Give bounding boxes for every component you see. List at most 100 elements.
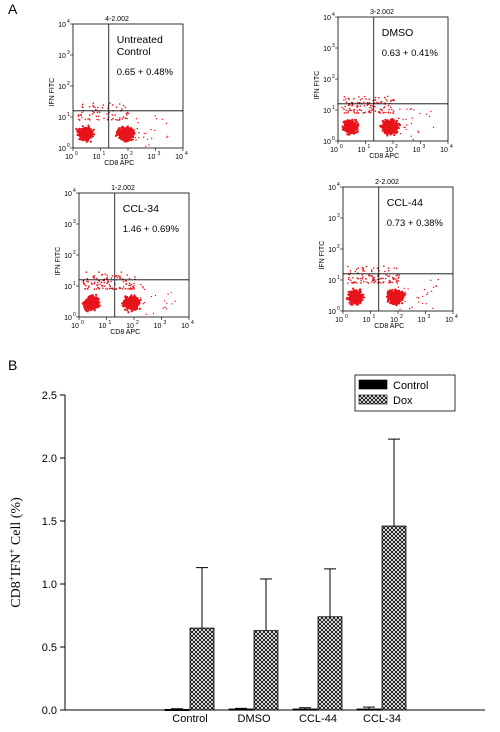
event-dot bbox=[97, 112, 99, 114]
event-dot bbox=[361, 110, 363, 112]
y-tick-exponent: 2 bbox=[332, 74, 335, 80]
event-dot bbox=[114, 114, 116, 116]
event-dot bbox=[401, 297, 403, 299]
event-dot bbox=[107, 119, 109, 121]
event-dot bbox=[359, 102, 361, 104]
event-dot bbox=[153, 313, 154, 314]
event-dot bbox=[81, 133, 83, 135]
event-dot bbox=[115, 119, 117, 121]
event-dot bbox=[347, 110, 349, 112]
event-dot bbox=[406, 124, 407, 125]
event-dot bbox=[375, 110, 377, 112]
event-dot bbox=[388, 112, 390, 114]
event-dot bbox=[119, 117, 121, 119]
event-dot bbox=[124, 128, 126, 130]
event-dot bbox=[93, 102, 95, 104]
event-dot bbox=[164, 307, 165, 308]
event-dot bbox=[163, 307, 164, 308]
event-dot bbox=[129, 278, 131, 280]
event-dot bbox=[384, 132, 386, 134]
event-dot bbox=[119, 276, 121, 278]
event-dot bbox=[142, 286, 143, 287]
y-axis-label: IFN FITC bbox=[49, 78, 56, 107]
event-dot bbox=[118, 127, 120, 129]
event-dot bbox=[356, 112, 358, 114]
event-dot bbox=[374, 106, 376, 108]
event-dot bbox=[111, 277, 113, 279]
event-dot bbox=[94, 306, 96, 308]
event-dot bbox=[389, 125, 391, 127]
event-dot bbox=[83, 130, 85, 132]
event-dot bbox=[385, 112, 387, 114]
event-dot bbox=[394, 289, 396, 291]
event-dot bbox=[388, 109, 390, 111]
x-tick-exponent: 0 bbox=[340, 144, 343, 150]
event-dot bbox=[150, 129, 151, 130]
event-dot bbox=[401, 302, 403, 304]
event-dot bbox=[129, 282, 131, 284]
event-dot bbox=[390, 112, 392, 114]
y-tick-exponent: 3 bbox=[67, 50, 70, 56]
event-dot bbox=[81, 114, 83, 116]
event-dot bbox=[87, 118, 89, 120]
y-tick-label: 10 bbox=[64, 222, 72, 229]
event-dot bbox=[88, 135, 90, 137]
event-dot bbox=[85, 131, 87, 133]
event-dot bbox=[87, 125, 89, 127]
plot-title: 4-2.002 bbox=[105, 16, 129, 23]
y-tick-label: 10 bbox=[64, 284, 72, 291]
event-dot bbox=[107, 281, 109, 283]
event-dot bbox=[83, 128, 85, 130]
event-dot bbox=[364, 112, 366, 114]
event-dot bbox=[96, 300, 98, 302]
x-axis-label: CD8 APC bbox=[104, 160, 134, 167]
x-tick-label: 10 bbox=[65, 154, 73, 161]
plot-annotation: CCL-34 bbox=[123, 203, 159, 215]
y-tick-label: 10 bbox=[323, 15, 331, 22]
event-dot bbox=[78, 133, 80, 135]
event-dot bbox=[348, 104, 350, 106]
event-dot bbox=[109, 285, 111, 287]
x-tick-label: 10 bbox=[440, 147, 448, 154]
event-dot bbox=[348, 98, 350, 100]
event-dot bbox=[386, 122, 388, 124]
event-dot bbox=[83, 282, 85, 284]
y-tick-exponent: 4 bbox=[332, 12, 335, 18]
event-dot bbox=[378, 97, 380, 99]
event-dot bbox=[369, 107, 371, 109]
event-dot bbox=[137, 128, 138, 129]
y-axis-label: IFN FITC bbox=[55, 247, 62, 276]
event-dot bbox=[349, 120, 351, 122]
event-dot bbox=[135, 137, 136, 138]
event-dot bbox=[399, 292, 401, 294]
event-dot bbox=[120, 277, 122, 279]
event-dot bbox=[123, 117, 125, 119]
event-dot bbox=[380, 101, 382, 103]
event-dot bbox=[392, 124, 394, 126]
event-dot bbox=[167, 136, 168, 137]
event-dot bbox=[140, 284, 141, 285]
event-dot bbox=[390, 106, 392, 108]
event-dot bbox=[162, 119, 163, 120]
event-dot bbox=[390, 293, 392, 295]
event-dot bbox=[134, 276, 136, 278]
event-dot bbox=[119, 287, 121, 289]
event-dot bbox=[419, 113, 420, 114]
event-dot bbox=[350, 110, 352, 112]
event-dot bbox=[146, 314, 147, 315]
event-dot bbox=[101, 282, 103, 284]
event-dot bbox=[138, 302, 139, 303]
event-dot bbox=[399, 109, 400, 110]
event-dot bbox=[140, 299, 142, 301]
event-dot bbox=[390, 296, 392, 298]
event-dot bbox=[357, 102, 359, 104]
event-dot bbox=[86, 305, 88, 307]
event-dot bbox=[398, 124, 400, 126]
event-dot bbox=[351, 130, 353, 132]
event-dot bbox=[83, 306, 85, 308]
event-dot bbox=[381, 126, 383, 128]
event-dot bbox=[80, 136, 82, 138]
